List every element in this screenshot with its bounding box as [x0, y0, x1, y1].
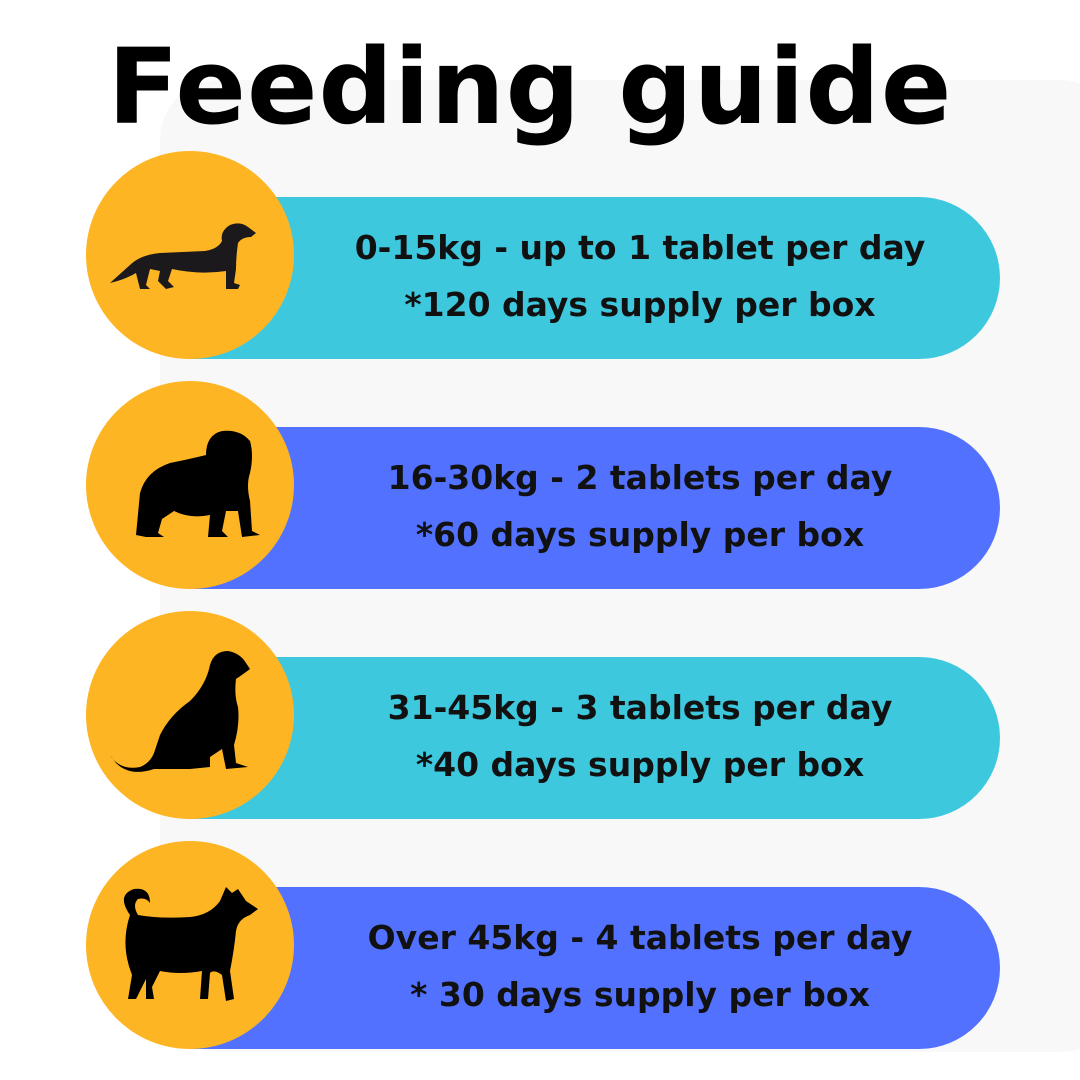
feeding-row-16-30kg: 16-30kg - 2 tablets per day *60 days supp… [86, 381, 1000, 589]
bulldog-icon [136, 430, 260, 537]
page-title: Feeding guide [107, 26, 953, 148]
info-pill: 16-30kg - 2 tablets per day *60 days supp… [190, 427, 1000, 589]
dosage-text: 16-30kg - 2 tablets per day [387, 458, 893, 497]
info-pill: 0-15kg - up to 1 tablet per day *120 days… [190, 197, 1000, 359]
husky-icon [123, 887, 258, 1001]
supply-text: *120 days supply per box [404, 285, 876, 324]
feeding-row-over-45kg: Over 45kg - 4 tablets per day * 30 days s… [86, 841, 1000, 1049]
dosage-text: 31-45kg - 3 tablets per day [387, 688, 893, 727]
icon-circle [86, 381, 294, 589]
supply-text: *40 days supply per box [415, 745, 865, 784]
dosage-text: 0-15kg - up to 1 tablet per day [354, 228, 926, 267]
feeding-row-31-45kg: 31-45kg - 3 tablets per day *40 days supp… [86, 611, 1000, 819]
retriever-sitting-icon [110, 651, 250, 772]
dosage-text: Over 45kg - 4 tablets per day [367, 918, 913, 957]
dachshund-icon [110, 223, 256, 289]
feeding-row-0-15kg: 0-15kg - up to 1 tablet per day *120 days… [86, 151, 1000, 359]
info-pill: 31-45kg - 3 tablets per day *40 days supp… [190, 657, 1000, 819]
supply-text: *60 days supply per box [415, 515, 865, 554]
info-pill: Over 45kg - 4 tablets per day * 30 days s… [190, 887, 1000, 1049]
icon-circle [86, 841, 294, 1049]
icon-circle [86, 611, 294, 819]
supply-text: * 30 days supply per box [410, 975, 870, 1014]
icon-circle [86, 151, 294, 359]
